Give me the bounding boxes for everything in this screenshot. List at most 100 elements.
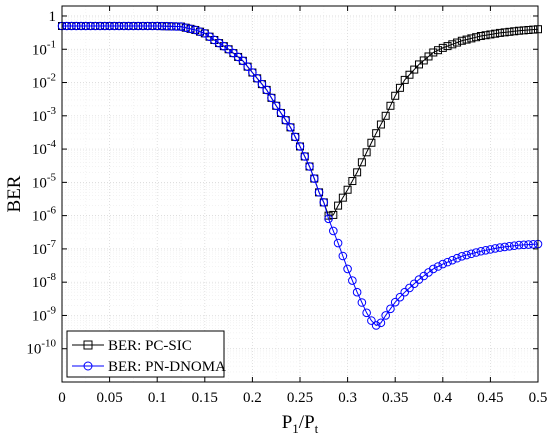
x-tick-label: 0.3 [338, 390, 357, 406]
data-point [353, 168, 362, 177]
data-point [95, 21, 105, 31]
data-point [286, 123, 295, 132]
data-point [309, 174, 319, 183]
data-point [281, 115, 291, 125]
data-point [176, 22, 186, 31]
x-tick-label: 0.15 [192, 390, 218, 406]
data-point [195, 27, 205, 36]
data-point [438, 259, 448, 269]
data-point [500, 28, 509, 37]
data-point [276, 108, 286, 118]
data-point [138, 21, 148, 31]
data-point [343, 185, 352, 194]
data-point [429, 48, 438, 57]
data-point [509, 241, 519, 251]
data-point [472, 33, 481, 42]
y-tick-labels: 1 10-1 10-2 10-3 10-4 10-5 10-6 10-7 10-8 10-9 10-… [26, 9, 56, 358]
data-point [362, 148, 371, 157]
data-point [367, 316, 376, 325]
data-point [376, 120, 385, 129]
data-point [405, 283, 414, 293]
x-tick-label: 0.2 [243, 390, 262, 406]
series-pn-dnoma [57, 21, 543, 330]
data-point [462, 35, 471, 44]
data-point [338, 193, 347, 202]
data-point [329, 226, 338, 236]
data-point [453, 38, 462, 47]
data-point [486, 30, 495, 39]
data-point [62, 21, 72, 31]
data-point [428, 264, 438, 274]
y-tick-label: 10-6 [32, 205, 57, 225]
data-point [300, 152, 310, 161]
legend-marker-pcsic [83, 340, 93, 350]
data-point [505, 242, 514, 251]
data-point [267, 93, 276, 103]
y-tick-label: 10-8 [32, 271, 57, 291]
data-point [410, 65, 419, 74]
data-point [290, 132, 300, 142]
y-tick-label: 10-4 [32, 138, 57, 158]
data-point [519, 240, 529, 250]
data-point [305, 162, 314, 171]
data-point [252, 74, 262, 83]
legend-marker-pndnoma [83, 361, 93, 371]
data-point [105, 21, 114, 31]
data-point [395, 292, 405, 302]
y-axis-label: BER [4, 175, 25, 212]
data-point [376, 318, 386, 328]
data-point [448, 255, 457, 265]
data-point [357, 298, 367, 307]
legend-label-pndnoma: BER: PN-DNOMA [108, 359, 226, 375]
data-point [271, 101, 281, 111]
data-point [391, 91, 400, 100]
data-point [338, 251, 348, 261]
data-point [471, 248, 481, 257]
data-point [157, 21, 167, 31]
data-point [381, 111, 390, 120]
data-point [367, 138, 376, 147]
data-point [148, 21, 157, 31]
data-point [476, 246, 486, 256]
data-point [133, 21, 143, 31]
y-tick-label: 10-5 [32, 171, 57, 191]
data-point [81, 21, 91, 31]
data-point [371, 321, 381, 330]
data-point [119, 21, 129, 31]
data-point [528, 240, 538, 249]
data-point [514, 26, 523, 35]
data-point [405, 70, 414, 79]
ticks [61, 6, 539, 382]
data-point [434, 46, 443, 55]
data-point [91, 21, 100, 31]
data-point [352, 287, 362, 297]
x-tick-label: 0.5 [529, 390, 548, 406]
data-point [238, 56, 248, 66]
data-point [438, 43, 447, 52]
data-point [214, 38, 224, 48]
data-point [248, 68, 257, 77]
data-point [143, 21, 152, 31]
data-point [457, 251, 467, 261]
data-point [524, 240, 533, 249]
data-point [334, 201, 343, 210]
x-axis-label: P1/Pt [282, 412, 319, 436]
data-point [386, 304, 395, 314]
data-point [333, 238, 343, 248]
x-tick-label: 0.1 [148, 390, 167, 406]
legend-label-pcsic: BER: PC-SIC [108, 338, 192, 354]
data-point [324, 214, 333, 224]
plot-area [62, 6, 538, 382]
data-point [110, 21, 119, 31]
data-point [372, 129, 381, 138]
data-point [481, 246, 490, 255]
data-point [491, 29, 500, 38]
data-point [171, 22, 181, 31]
x-tick-label: 0.45 [477, 390, 503, 406]
data-point [76, 21, 86, 31]
data-point [510, 27, 519, 36]
data-point [386, 101, 395, 110]
x-tick-label: 0.35 [382, 390, 408, 406]
data-point [400, 287, 410, 297]
